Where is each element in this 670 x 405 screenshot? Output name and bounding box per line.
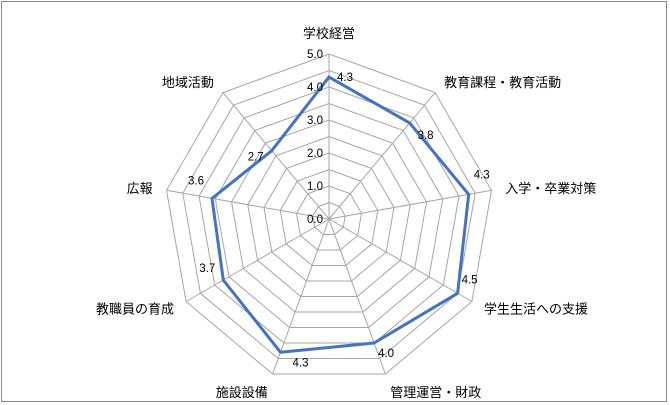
grid-ring bbox=[182, 69, 476, 359]
data-point bbox=[467, 192, 471, 196]
tick-label: 4.0 bbox=[307, 82, 323, 94]
radar-series bbox=[210, 75, 471, 354]
series-line bbox=[210, 75, 471, 354]
data-point bbox=[456, 291, 460, 295]
radar-data-labels: 4.3 3.8 4.3 4.5 4.0 4.3 3.7 3.6 2.7 bbox=[188, 72, 490, 369]
data-point bbox=[372, 341, 376, 345]
grid-spoke bbox=[222, 92, 330, 220]
data-point bbox=[270, 149, 274, 153]
grid-ring bbox=[165, 53, 493, 375]
data-point bbox=[279, 350, 282, 354]
category-label: 入学・卒業対策 bbox=[505, 181, 596, 197]
data-label: 3.8 bbox=[418, 130, 434, 142]
category-label: 学生生活への支援 bbox=[484, 302, 588, 318]
grid-ring bbox=[279, 168, 379, 266]
grid-ring bbox=[214, 102, 444, 328]
category-label: 広報 bbox=[127, 182, 153, 197]
data-label: 4.5 bbox=[462, 274, 478, 286]
data-point bbox=[327, 75, 331, 79]
grid-ring bbox=[312, 201, 346, 235]
grid-ring bbox=[230, 119, 428, 313]
tick-label: 3.0 bbox=[307, 115, 323, 127]
radar-tick-labels: 0.0 1.0 2.0 3.0 4.0 5.0 bbox=[307, 49, 323, 226]
tick-label: 2.0 bbox=[307, 148, 323, 160]
data-label: 4.3 bbox=[337, 72, 353, 84]
grid-spoke bbox=[328, 189, 492, 220]
radar-grid bbox=[165, 53, 493, 375]
tick-label: 0.0 bbox=[307, 214, 323, 226]
grid-ring bbox=[295, 185, 363, 251]
category-label: 管理運営・財政 bbox=[390, 386, 481, 401]
grid-spoke bbox=[272, 218, 330, 375]
grid-spoke bbox=[328, 218, 386, 375]
category-label: 施設設備 bbox=[216, 385, 268, 401]
data-label: 4.3 bbox=[474, 169, 490, 181]
data-label: 4.3 bbox=[293, 357, 309, 369]
grid-spoke bbox=[328, 92, 436, 220]
tick-label: 1.0 bbox=[307, 181, 323, 193]
grid-spoke bbox=[185, 218, 330, 302]
category-label: 地域活動 bbox=[162, 76, 214, 91]
data-point bbox=[221, 278, 225, 282]
tick-label: 5.0 bbox=[307, 49, 323, 61]
category-label: 教育課程・教育活動 bbox=[444, 75, 561, 91]
data-label: 2.7 bbox=[248, 152, 264, 164]
data-point bbox=[408, 121, 412, 125]
category-label: 教職員の育成 bbox=[96, 302, 174, 318]
grid-ring bbox=[247, 135, 411, 297]
data-label: 4.0 bbox=[378, 348, 394, 360]
grid-spoke bbox=[166, 189, 330, 220]
category-label: 学校経営 bbox=[303, 26, 355, 42]
data-label: 3.7 bbox=[199, 263, 215, 275]
data-label: 3.6 bbox=[188, 175, 204, 187]
grid-spoke bbox=[328, 218, 473, 302]
grid-ring bbox=[263, 152, 395, 282]
data-point bbox=[210, 196, 214, 200]
